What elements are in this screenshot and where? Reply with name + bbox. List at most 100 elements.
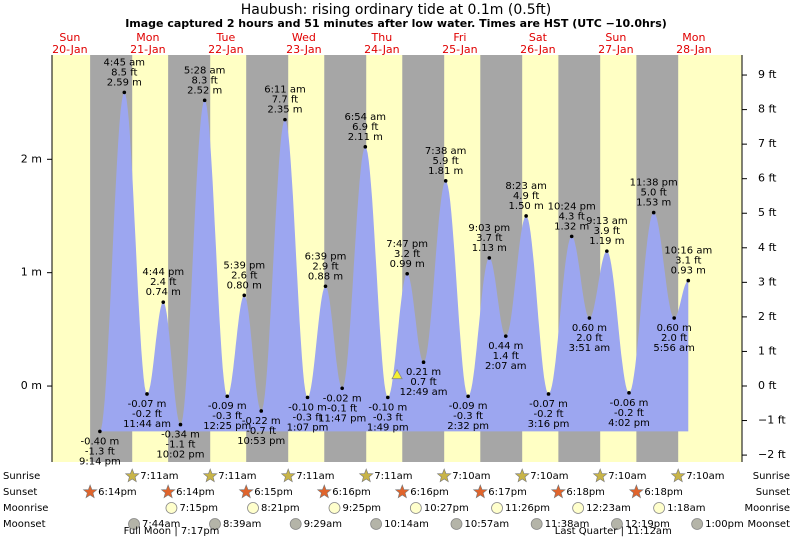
feet-label: 4.9 ft bbox=[513, 191, 539, 202]
tide-point bbox=[569, 234, 574, 239]
event-time: 7:44am bbox=[142, 519, 180, 530]
feet-label: 2.9 ft bbox=[312, 261, 338, 272]
time-label: 6:54 am bbox=[345, 112, 387, 123]
event-icon bbox=[450, 518, 463, 530]
y2-tick-label: 6 ft bbox=[758, 172, 777, 185]
day-date: 26-Jan bbox=[520, 43, 556, 56]
feet-label: 5.9 ft bbox=[433, 156, 459, 167]
tide-point bbox=[546, 392, 551, 396]
time-label: 11:38 pm bbox=[630, 178, 678, 189]
tide-point bbox=[202, 98, 207, 103]
time-label: 4:02 pm bbox=[608, 418, 650, 429]
event-icon bbox=[670, 468, 686, 483]
feet-label: -0.2 ft bbox=[132, 409, 162, 420]
event-icon bbox=[572, 502, 585, 514]
time-label: 5:39 pm bbox=[223, 260, 265, 271]
y-tick-label: 0 m bbox=[21, 379, 42, 392]
time-label: 4:45 am bbox=[104, 57, 146, 68]
time-label: 10:02 pm bbox=[156, 450, 204, 461]
time-label: 10:24 pm bbox=[548, 201, 596, 212]
event-icon bbox=[436, 468, 452, 483]
feet-label: -0.3 ft bbox=[373, 412, 403, 423]
time-label: 4:44 pm bbox=[142, 267, 184, 278]
event-icon bbox=[289, 518, 302, 530]
y2-tick-label: 2 ft bbox=[758, 310, 777, 323]
value-label: 1.13 m bbox=[472, 243, 507, 254]
value-label: 0.74 m bbox=[146, 287, 181, 298]
event-time: 7:10am bbox=[686, 471, 724, 482]
value-label: 0.60 m bbox=[572, 323, 607, 334]
current-marker bbox=[391, 368, 403, 380]
event-time: 7:11am bbox=[296, 471, 334, 482]
event-time: 10:14am bbox=[384, 519, 429, 530]
value-label: 1.32 m bbox=[554, 221, 589, 232]
value-label: 0.99 m bbox=[390, 259, 425, 270]
time-label: 2:32 pm bbox=[447, 421, 489, 432]
feet-label: 7.7 ft bbox=[272, 95, 298, 106]
event-icon bbox=[202, 468, 218, 483]
value-label: 1.53 m bbox=[636, 198, 671, 209]
time-label: 1:07 pm bbox=[287, 422, 329, 433]
value-label: 0.93 m bbox=[671, 266, 706, 277]
y2-tick-label: 3 ft bbox=[758, 275, 777, 288]
time-label: 12:25 pm bbox=[203, 421, 251, 432]
tide-point bbox=[672, 316, 676, 320]
value-label: -0.09 m bbox=[208, 401, 247, 412]
feet-label: -1.3 ft bbox=[85, 446, 115, 457]
event-time: 9:25pm bbox=[343, 503, 382, 514]
tide-point bbox=[386, 395, 390, 400]
event-time: 6:17pm bbox=[488, 487, 527, 498]
event-time: 12:23am bbox=[586, 503, 631, 514]
tide-point bbox=[340, 386, 344, 391]
event-icon bbox=[280, 468, 296, 483]
feet-label: 2.4 ft bbox=[150, 277, 176, 288]
feet-label: 3.1 ft bbox=[675, 256, 701, 267]
tide-point bbox=[605, 249, 609, 253]
feet-label: -0.2 ft bbox=[534, 409, 564, 420]
time-label: 2:07 am bbox=[485, 361, 527, 372]
value-label: -0.09 m bbox=[449, 401, 488, 412]
day-name: Mon bbox=[682, 31, 705, 44]
event-icon bbox=[491, 502, 503, 514]
event-time: 7:10am bbox=[530, 471, 568, 482]
tide-point bbox=[627, 391, 631, 395]
time-label: 7:47 pm bbox=[386, 239, 428, 250]
tide-point bbox=[323, 284, 328, 289]
event-icon bbox=[160, 484, 176, 499]
time-label: 9:03 pm bbox=[468, 223, 510, 234]
value-label: 0.21 m bbox=[406, 367, 441, 378]
time-label: 7:38 am bbox=[425, 146, 467, 157]
value-label: 1.19 m bbox=[589, 236, 624, 247]
feet-label: 4.3 ft bbox=[559, 211, 585, 222]
feet-label: 2.0 ft bbox=[576, 333, 602, 344]
day-date: 22-Jan bbox=[208, 43, 244, 56]
event-time: 7:11am bbox=[218, 471, 256, 482]
feet-label: 5.0 ft bbox=[641, 188, 667, 199]
event-row-label: Moonset bbox=[748, 519, 791, 530]
event-icon bbox=[592, 468, 608, 483]
event-time: 6:16pm bbox=[332, 487, 371, 498]
day-date: 25-Jan bbox=[442, 43, 478, 56]
event-time: 6:14pm bbox=[176, 487, 215, 498]
tide-point bbox=[443, 179, 448, 183]
event-icon bbox=[128, 518, 140, 530]
day-date: 20-Jan bbox=[52, 43, 88, 56]
time-label: 6:11 am bbox=[264, 85, 306, 96]
y-tick-label: 1 m bbox=[21, 266, 42, 279]
value-label: 0.60 m bbox=[657, 323, 692, 334]
event-icon bbox=[209, 518, 221, 530]
day-name: Sat bbox=[529, 31, 548, 44]
event-icon bbox=[238, 484, 254, 499]
value-label: -0.34 m bbox=[161, 430, 200, 441]
event-time: 6:18pm bbox=[566, 487, 605, 498]
chart-title: Haubush: rising ordinary tide at 0.1m (0… bbox=[241, 2, 551, 18]
time-label: 11:44 am bbox=[123, 419, 171, 430]
event-row-label: Sunset bbox=[3, 487, 37, 498]
value-label: 0.88 m bbox=[308, 271, 343, 282]
event-time: 6:15pm bbox=[254, 487, 293, 498]
value-label: 0.80 m bbox=[227, 280, 262, 291]
event-icon bbox=[514, 468, 530, 483]
feet-label: -0.1 ft bbox=[327, 403, 357, 414]
event-icon bbox=[247, 502, 259, 514]
event-time: 7:11am bbox=[374, 471, 412, 482]
